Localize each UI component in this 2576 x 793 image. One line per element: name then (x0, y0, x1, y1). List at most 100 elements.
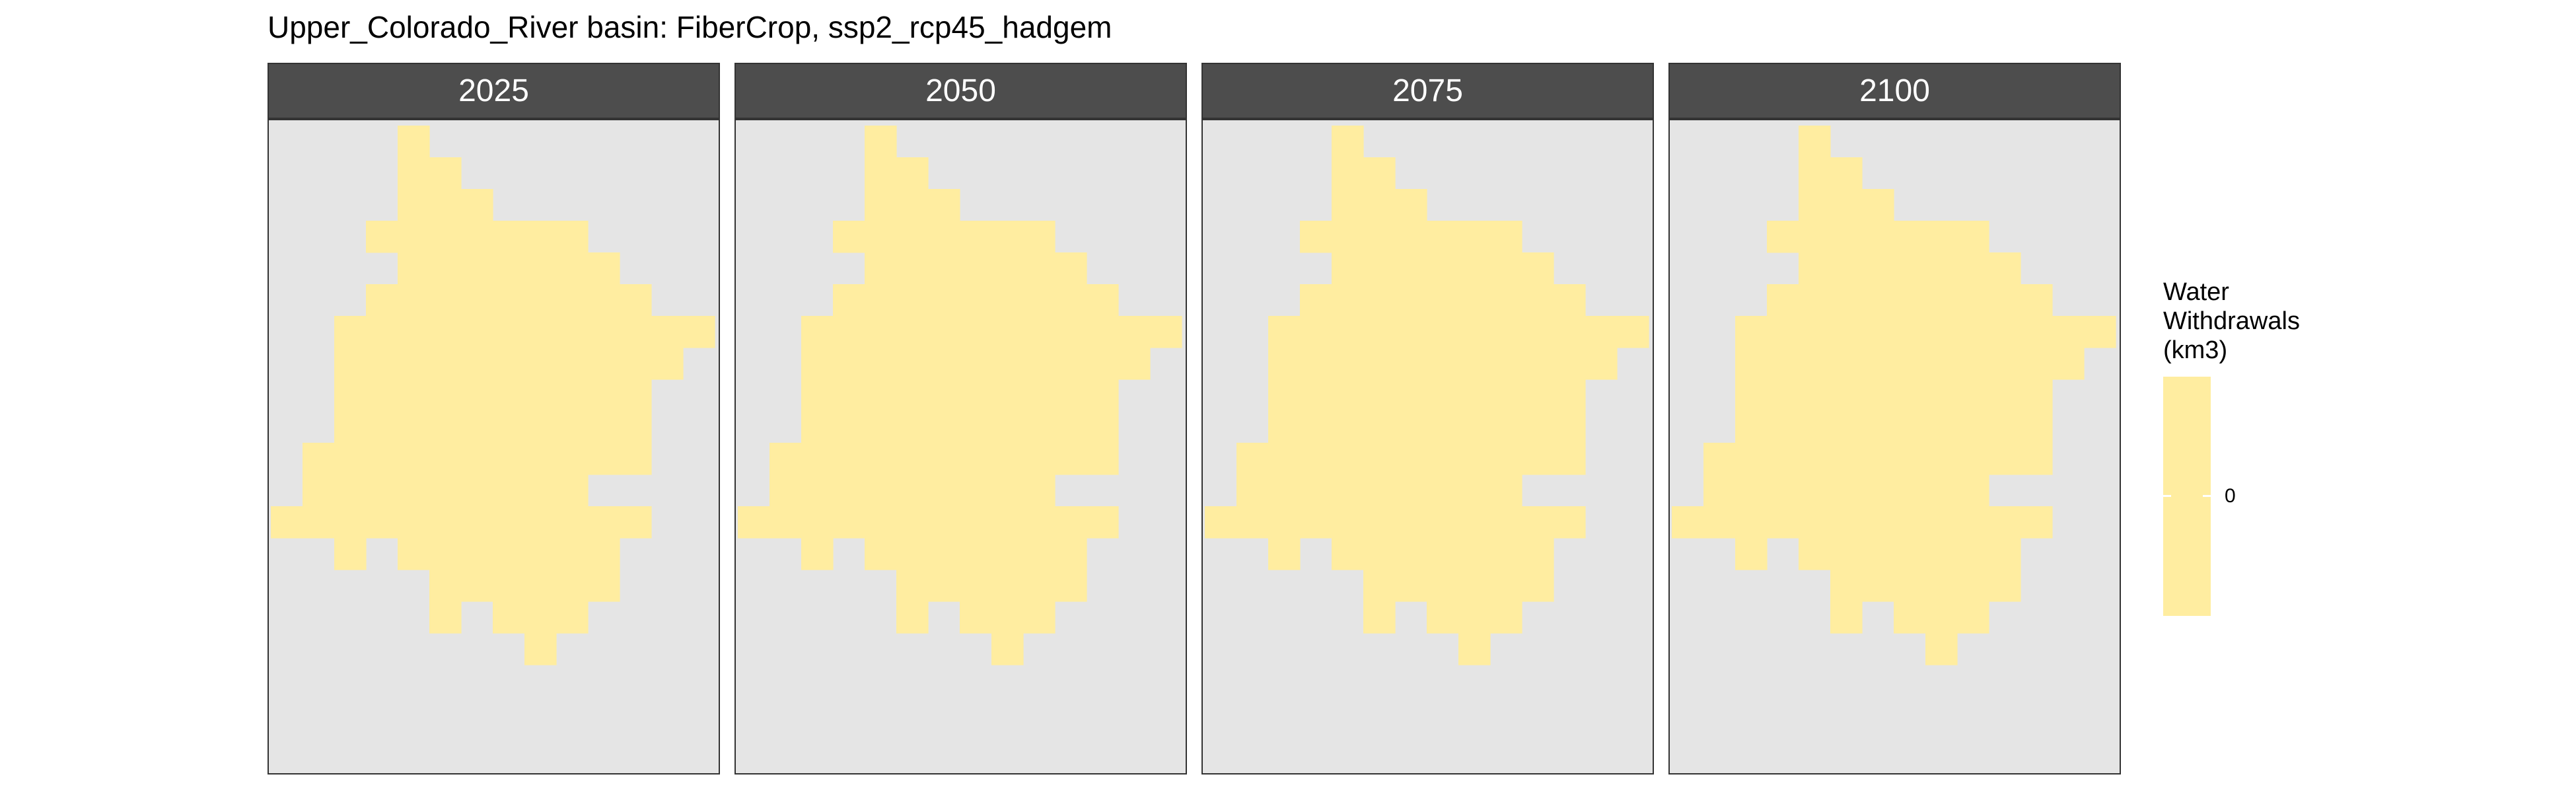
grid-cell-2100-r10-c9 (1957, 443, 1989, 475)
grid-cell-2100-r6-c12 (2052, 316, 2085, 348)
grid-cell-2075-r10-c9 (1490, 443, 1522, 475)
grid-cell-2075-r4-c8 (1458, 252, 1491, 285)
grid-cell-2050-r7-c12 (1118, 348, 1151, 380)
grid-cell-2050-r12-c8 (991, 506, 1024, 539)
grid-cell-2075-r14-c7 (1427, 570, 1459, 602)
grid-cell-2050-r5-c5 (896, 284, 929, 317)
grid-cell-2025-r13-c4 (398, 538, 430, 570)
grid-cell-2075-r4-c10 (1522, 252, 1554, 285)
grid-cell-2100-r7-c8 (1925, 348, 1958, 380)
grid-cell-2025-r7-c2 (334, 348, 367, 380)
grid-cell-2025-r10-c3 (366, 443, 398, 475)
grid-cell-2100-r11-c7 (1894, 474, 1926, 507)
grid-map-2075 (1205, 126, 1649, 665)
grid-cell-2050-r5-c6 (928, 284, 960, 317)
grid-cell-2025-r12-c11 (620, 506, 652, 539)
grid-cell-2050-r7-c9 (1023, 348, 1055, 380)
grid-cell-2075-r10-c6 (1395, 443, 1427, 475)
facet-label-2025: 2025 (268, 63, 720, 119)
grid-cell-2075-r3-c6 (1395, 221, 1427, 253)
grid-cell-2050-r5-c9 (1023, 284, 1055, 317)
grid-cell-2075-r13-c9 (1490, 538, 1522, 570)
grid-cell-2050-r8-c6 (928, 379, 960, 412)
grid-cell-2100-r5-c10 (1989, 284, 2021, 317)
grid-cell-2050-r12-c9 (1023, 506, 1055, 539)
grid-cell-2075-r10-c4 (1332, 443, 1364, 475)
grid-cell-2075-r11-c6 (1395, 474, 1427, 507)
grid-cell-2075-r12-c4 (1332, 506, 1364, 539)
grid-cell-2100-r15-c9 (1957, 601, 1989, 634)
grid-cell-2050-r14-c6 (928, 570, 960, 602)
grid-cell-2100-r7-c12 (2052, 348, 2085, 380)
grid-cell-2075-r14-c10 (1522, 570, 1554, 602)
grid-cell-2075-r11-c3 (1300, 474, 1332, 507)
grid-cell-2100-r1-c4 (1799, 157, 1831, 190)
grid-cell-2025-r10-c9 (556, 443, 589, 475)
grid-cell-2050-r7-c10 (1055, 348, 1087, 380)
grid-cell-2050-r3-c6 (928, 221, 960, 253)
grid-cell-2100-r12-c3 (1767, 506, 1799, 539)
grid-cell-2100-r12-c2 (1735, 506, 1768, 539)
grid-cell-2025-r0-c4 (398, 126, 430, 158)
grid-cell-2100-r3-c8 (1925, 221, 1958, 253)
grid-cell-2100-r5-c4 (1799, 284, 1831, 317)
grid-cell-2100-r12-c1 (1703, 506, 1736, 539)
grid-cell-2025-r10-c7 (493, 443, 525, 475)
grid-cell-2050-r8-c10 (1055, 379, 1087, 412)
grid-cell-2025-r9-c11 (620, 411, 652, 443)
grid-cell-2100-r6-c4 (1799, 316, 1831, 348)
grid-cell-2075-r12-c5 (1363, 506, 1396, 539)
grid-cell-2075-r12-c9 (1490, 506, 1522, 539)
grid-map-2100 (1672, 126, 2116, 665)
grid-cell-2100-r13-c8 (1925, 538, 1958, 570)
grid-cell-2025-r12-c8 (524, 506, 557, 539)
grid-cell-2050-r11-c9 (1023, 474, 1055, 507)
grid-cell-2100-r16-c8 (1925, 633, 1958, 665)
grid-cell-2100-r11-c8 (1925, 474, 1958, 507)
grid-cell-2050-r13-c10 (1055, 538, 1087, 570)
grid-cell-2075-r13-c8 (1458, 538, 1491, 570)
grid-cell-2050-r6-c2 (801, 316, 834, 348)
grid-cell-2050-r1-c5 (896, 157, 929, 190)
grid-cell-2100-r13-c5 (1830, 538, 1863, 570)
grid-cell-2075-r7-c4 (1332, 348, 1364, 380)
grid-cell-2025-r9-c7 (493, 411, 525, 443)
grid-cell-2075-r12-c8 (1458, 506, 1491, 539)
grid-cell-2075-r16-c8 (1458, 633, 1491, 665)
grid-cell-2025-r9-c3 (366, 411, 398, 443)
grid-cell-2050-r2-c6 (928, 189, 960, 221)
grid-cell-2025-r4-c6 (461, 252, 493, 285)
grid-cell-2075-r9-c11 (1554, 411, 1586, 443)
legend-tick-left (2163, 495, 2171, 497)
grid-cell-2025-r7-c12 (651, 348, 684, 380)
grid-cell-2050-r7-c4 (865, 348, 897, 380)
grid-cell-2025-r6-c13 (683, 316, 715, 348)
grid-cell-2050-r7-c5 (896, 348, 929, 380)
grid-cell-2075-r3-c3 (1300, 221, 1332, 253)
grid-cell-2075-r7-c5 (1363, 348, 1396, 380)
grid-cell-2025-r5-c6 (461, 284, 493, 317)
grid-cell-2025-r5-c4 (398, 284, 430, 317)
grid-cell-2050-r13-c5 (896, 538, 929, 570)
grid-cell-2100-r13-c10 (1989, 538, 2021, 570)
grid-cell-2050-r12-c4 (865, 506, 897, 539)
grid-cell-2025-r6-c8 (524, 316, 557, 348)
grid-cell-2050-r6-c8 (991, 316, 1024, 348)
grid-cell-2025-r5-c9 (556, 284, 589, 317)
grid-cell-2025-r12-c9 (556, 506, 589, 539)
grid-cell-2100-r2-c6 (1862, 189, 1894, 221)
grid-cell-2100-r8-c8 (1925, 379, 1958, 412)
grid-cell-2075-r2-c4 (1332, 189, 1364, 221)
grid-cell-2100-r6-c2 (1735, 316, 1768, 348)
grid-cell-2075-r15-c7 (1427, 601, 1459, 634)
grid-cell-2025-r11-c8 (524, 474, 557, 507)
grid-cell-2075-r0-c4 (1332, 126, 1364, 158)
grid-cell-2050-r3-c8 (991, 221, 1024, 253)
grid-cell-2075-r10-c3 (1300, 443, 1332, 475)
grid-cell-2025-r12-c10 (588, 506, 620, 539)
grid-cell-2100-r13-c6 (1862, 538, 1894, 570)
grid-cell-2075-r12-c1 (1236, 506, 1269, 539)
facet-panel-2075: 2075 (1201, 63, 1654, 774)
grid-cell-2100-r7-c9 (1957, 348, 1989, 380)
grid-map-2025 (271, 126, 715, 665)
